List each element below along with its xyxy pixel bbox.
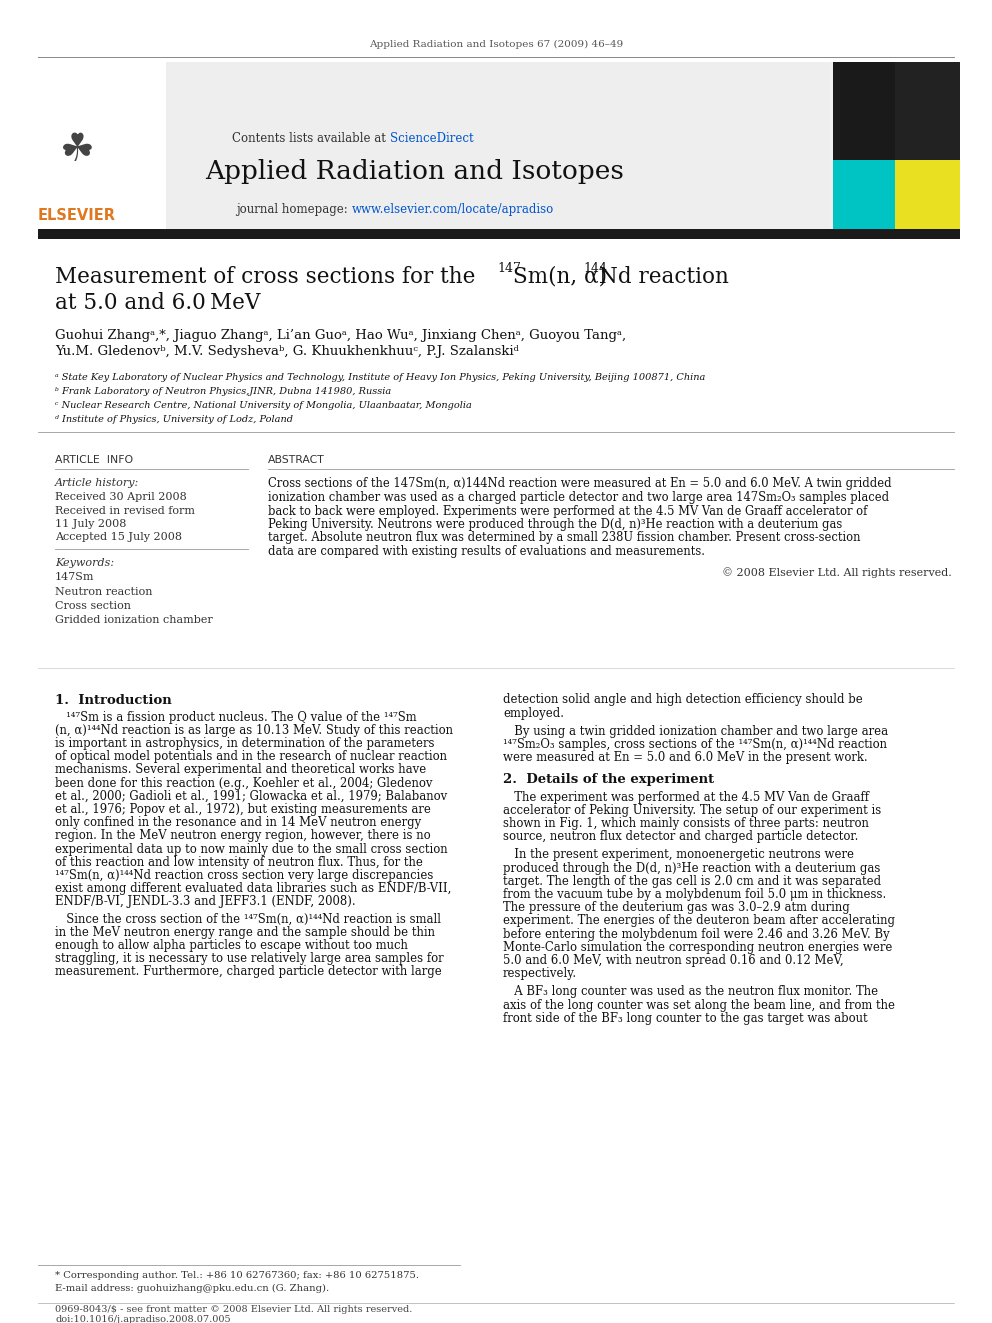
Text: © 2008 Elsevier Ltd. All rights reserved.: © 2008 Elsevier Ltd. All rights reserved… <box>722 568 952 578</box>
Text: * Corresponding author. Tel.: +86 10 62767360; fax: +86 10 62751875.: * Corresponding author. Tel.: +86 10 627… <box>55 1270 419 1279</box>
Text: experiment. The energies of the deuteron beam after accelerating: experiment. The energies of the deuteron… <box>503 914 895 927</box>
Text: doi:10.1016/j.apradiso.2008.07.005: doi:10.1016/j.apradiso.2008.07.005 <box>55 1315 230 1323</box>
Text: et al., 1976; Popov et al., 1972), but existing measurements are: et al., 1976; Popov et al., 1972), but e… <box>55 803 431 816</box>
Text: ¹⁴⁷Sm₂O₃ samples, cross sections of the ¹⁴⁷Sm(n, α)¹⁴⁴Nd reaction: ¹⁴⁷Sm₂O₃ samples, cross sections of the … <box>503 738 887 751</box>
Text: Monte-Carlo simulation the corresponding neutron energies were: Monte-Carlo simulation the corresponding… <box>503 941 893 954</box>
Text: Article history:: Article history: <box>55 478 139 488</box>
Text: Yu.M. Gledenovᵇ, M.V. Sedyshevaᵇ, G. Khuukhenkhuuᶜ, P.J. Szalanskiᵈ: Yu.M. Gledenovᵇ, M.V. Sedyshevaᵇ, G. Khu… <box>55 345 519 359</box>
Text: Sm(n, α): Sm(n, α) <box>513 266 607 288</box>
Text: is important in astrophysics, in determination of the parameters: is important in astrophysics, in determi… <box>55 737 434 750</box>
Text: ABSTRACT: ABSTRACT <box>268 455 324 464</box>
Text: been done for this reaction (e.g., Koehler et al., 2004; Gledenov: been done for this reaction (e.g., Koehl… <box>55 777 433 790</box>
Text: ᵈ Institute of Physics, University of Lodz, Poland: ᵈ Institute of Physics, University of Lo… <box>55 414 293 423</box>
Text: detection solid angle and high detection efficiency should be: detection solid angle and high detection… <box>503 693 863 706</box>
Text: back to back were employed. Experiments were performed at the 4.5 MV Van de Graa: back to back were employed. Experiments … <box>268 504 867 517</box>
Bar <box>895 160 960 230</box>
Text: E-mail address: guohuizhang@pku.edu.cn (G. Zhang).: E-mail address: guohuizhang@pku.edu.cn (… <box>55 1283 329 1293</box>
Text: et al., 2000; Gadioli et al., 1991; Glowacka et al., 1979; Balabanov: et al., 2000; Gadioli et al., 1991; Glow… <box>55 790 447 803</box>
Text: axis of the long counter was set along the beam line, and from the: axis of the long counter was set along t… <box>503 999 895 1012</box>
Text: Cross section: Cross section <box>55 601 131 611</box>
Text: 1.  Introduction: 1. Introduction <box>55 693 172 706</box>
Text: Applied Radiation and Isotopes 67 (2009) 46–49: Applied Radiation and Isotopes 67 (2009)… <box>369 40 623 49</box>
Text: Cross sections of the 147Sm(n, α)144Nd reaction were measured at En = 5.0 and 6.: Cross sections of the 147Sm(n, α)144Nd r… <box>268 478 892 491</box>
Text: Neutron reaction: Neutron reaction <box>55 587 153 597</box>
Text: measurement. Furthermore, charged particle detector with large: measurement. Furthermore, charged partic… <box>55 966 441 978</box>
Text: Nd reaction: Nd reaction <box>599 266 729 288</box>
Text: only confined in the resonance and in 14 MeV neutron energy: only confined in the resonance and in 14… <box>55 816 422 830</box>
Text: The pressure of the deuterium gas was 3.0–2.9 atm during: The pressure of the deuterium gas was 3.… <box>503 901 850 914</box>
Text: ᵃ State Key Laboratory of Nuclear Physics and Technology, Institute of Heavy Ion: ᵃ State Key Laboratory of Nuclear Physic… <box>55 373 705 381</box>
Text: experimental data up to now mainly due to the small cross section: experimental data up to now mainly due t… <box>55 843 447 856</box>
Text: By using a twin gridded ionization chamber and two large area: By using a twin gridded ionization chamb… <box>503 725 888 738</box>
Text: respectively.: respectively. <box>503 967 577 980</box>
Text: The experiment was performed at the 4.5 MV Van de Graaff: The experiment was performed at the 4.5 … <box>503 791 869 803</box>
Text: ᵇ Frank Laboratory of Neutron Physics,JINR, Dubna 141980, Russia: ᵇ Frank Laboratory of Neutron Physics,JI… <box>55 386 391 396</box>
Bar <box>38 229 960 239</box>
Text: at 5.0 and 6.0 MeV: at 5.0 and 6.0 MeV <box>55 292 261 314</box>
Text: ScienceDirect: ScienceDirect <box>390 131 473 144</box>
Text: Contents lists available at: Contents lists available at <box>232 131 390 144</box>
Text: Accepted 15 July 2008: Accepted 15 July 2008 <box>55 532 182 542</box>
Text: from the vacuum tube by a molybdenum foil 5.0 μm in thickness.: from the vacuum tube by a molybdenum foi… <box>503 888 886 901</box>
Text: in the MeV neutron energy range and the sample should be thin: in the MeV neutron energy range and the … <box>55 926 435 939</box>
Text: In the present experiment, monoenergetic neutrons were: In the present experiment, monoenergetic… <box>503 848 854 861</box>
Text: Received in revised form: Received in revised form <box>55 505 195 516</box>
Text: ᶜ Nuclear Research Centre, National University of Mongolia, Ulaanbaatar, Mongoli: ᶜ Nuclear Research Centre, National Univ… <box>55 401 472 410</box>
Text: Since the cross section of the ¹⁴⁷Sm(n, α)¹⁴⁴Nd reaction is small: Since the cross section of the ¹⁴⁷Sm(n, … <box>55 913 441 926</box>
Text: were measured at En = 5.0 and 6.0 MeV in the present work.: were measured at En = 5.0 and 6.0 MeV in… <box>503 751 868 765</box>
Bar <box>38 62 166 230</box>
Text: 0969-8043/$ - see front matter © 2008 Elsevier Ltd. All rights reserved.: 0969-8043/$ - see front matter © 2008 El… <box>55 1306 413 1315</box>
Text: target. The length of the gas cell is 2.0 cm and it was separated: target. The length of the gas cell is 2.… <box>503 875 881 888</box>
Text: employed.: employed. <box>503 706 564 720</box>
Text: of this reaction and low intensity of neutron flux. Thus, for the: of this reaction and low intensity of ne… <box>55 856 423 869</box>
Bar <box>895 62 960 160</box>
Text: mechanisms. Several experimental and theoretical works have: mechanisms. Several experimental and the… <box>55 763 427 777</box>
Text: 147Sm: 147Sm <box>55 572 94 582</box>
Text: Received 30 April 2008: Received 30 April 2008 <box>55 492 186 501</box>
Text: ENDF/B-VI, JENDL-3.3 and JEFF3.1 (ENDF, 2008).: ENDF/B-VI, JENDL-3.3 and JEFF3.1 (ENDF, … <box>55 896 355 909</box>
Text: 2.  Details of the experiment: 2. Details of the experiment <box>503 773 714 786</box>
Text: 11 July 2008: 11 July 2008 <box>55 519 126 529</box>
Text: produced through the D(d, n)³He reaction with a deuterium gas: produced through the D(d, n)³He reaction… <box>503 861 880 875</box>
Text: (n, α)¹⁴⁴Nd reaction is as large as 10.13 MeV. Study of this reaction: (n, α)¹⁴⁴Nd reaction is as large as 10.1… <box>55 724 453 737</box>
Text: Applied Radiation and Isotopes: Applied Radiation and Isotopes <box>205 160 624 184</box>
Text: journal homepage:: journal homepage: <box>236 204 352 217</box>
Text: ionization chamber was used as a charged particle detector and two large area 14: ionization chamber was used as a charged… <box>268 491 889 504</box>
Text: 144: 144 <box>583 262 607 274</box>
Text: 5.0 and 6.0 MeV, with neutron spread 0.16 and 0.12 MeV,: 5.0 and 6.0 MeV, with neutron spread 0.1… <box>503 954 843 967</box>
Bar <box>38 62 830 230</box>
Text: ELSEVIER: ELSEVIER <box>38 208 116 222</box>
Text: 147: 147 <box>497 262 521 274</box>
Text: Peking University. Neutrons were produced through the D(d, n)³He reaction with a: Peking University. Neutrons were produce… <box>268 519 842 531</box>
Text: before entering the molybdenum foil were 2.46 and 3.26 MeV. By: before entering the molybdenum foil were… <box>503 927 890 941</box>
Text: target. Absolute neutron flux was determined by a small 238U fission chamber. Pr: target. Absolute neutron flux was determ… <box>268 532 860 545</box>
Text: Keywords:: Keywords: <box>55 558 114 568</box>
Text: ☘: ☘ <box>60 131 94 169</box>
Text: data are compared with existing results of evaluations and measurements.: data are compared with existing results … <box>268 545 705 558</box>
Text: accelerator of Peking University. The setup of our experiment is: accelerator of Peking University. The se… <box>503 803 881 816</box>
Text: exist among different evaluated data libraries such as ENDF/B-VII,: exist among different evaluated data lib… <box>55 882 451 896</box>
Text: region. In the MeV neutron energy region, however, there is no: region. In the MeV neutron energy region… <box>55 830 431 843</box>
Text: enough to allow alpha particles to escape without too much: enough to allow alpha particles to escap… <box>55 939 408 953</box>
Text: Gridded ionization chamber: Gridded ionization chamber <box>55 615 212 624</box>
Text: source, neutron flux detector and charged particle detector.: source, neutron flux detector and charge… <box>503 830 858 843</box>
Bar <box>833 160 895 230</box>
Text: A BF₃ long counter was used as the neutron flux monitor. The: A BF₃ long counter was used as the neutr… <box>503 986 878 999</box>
Text: shown in Fig. 1, which mainly consists of three parts: neutron: shown in Fig. 1, which mainly consists o… <box>503 816 869 830</box>
Text: straggling, it is necessary to use relatively large area samples for: straggling, it is necessary to use relat… <box>55 953 443 964</box>
Bar <box>830 62 960 230</box>
Text: ¹⁴⁷Sm(n, α)¹⁴⁴Nd reaction cross section very large discrepancies: ¹⁴⁷Sm(n, α)¹⁴⁴Nd reaction cross section … <box>55 869 434 882</box>
Text: Guohui Zhangᵃ,*, Jiaguo Zhangᵃ, Li’an Guoᵃ, Hao Wuᵃ, Jinxiang Chenᵃ, Guoyou Tang: Guohui Zhangᵃ,*, Jiaguo Zhangᵃ, Li’an Gu… <box>55 328 626 341</box>
Text: ¹⁴⁷Sm is a fission product nucleus. The Q value of the ¹⁴⁷Sm: ¹⁴⁷Sm is a fission product nucleus. The … <box>55 710 417 724</box>
Text: Measurement of cross sections for the: Measurement of cross sections for the <box>55 266 482 288</box>
Text: front side of the BF₃ long counter to the gas target was about: front side of the BF₃ long counter to th… <box>503 1012 868 1025</box>
Text: of optical model potentials and in the research of nuclear reaction: of optical model potentials and in the r… <box>55 750 447 763</box>
Text: ARTICLE  INFO: ARTICLE INFO <box>55 455 133 464</box>
Bar <box>833 62 895 160</box>
Text: www.elsevier.com/locate/apradiso: www.elsevier.com/locate/apradiso <box>352 204 555 217</box>
